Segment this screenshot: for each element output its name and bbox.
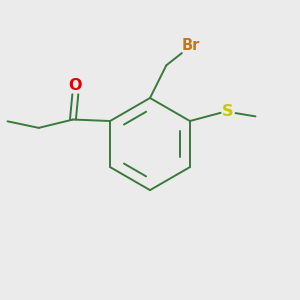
Text: S: S: [221, 103, 233, 118]
Text: O: O: [69, 78, 82, 93]
Text: Br: Br: [182, 38, 200, 53]
